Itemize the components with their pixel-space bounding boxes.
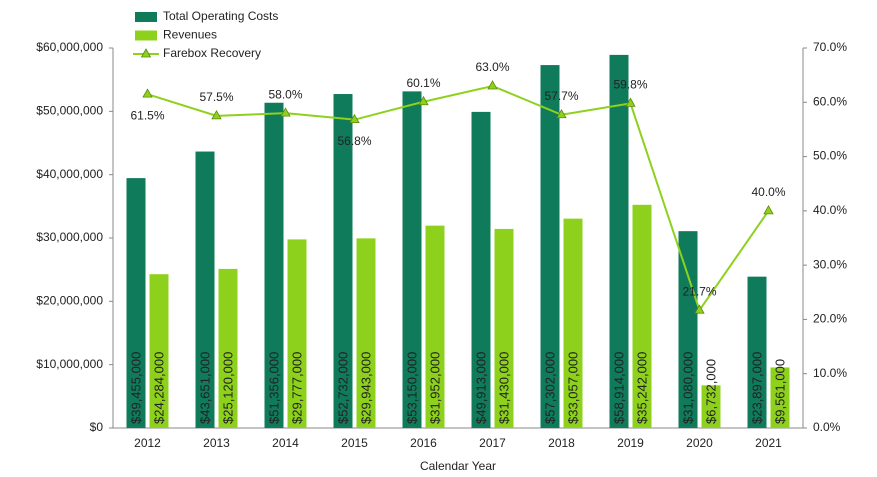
bar-value-label: $31,952,000 — [427, 352, 442, 424]
line-value-label: 60.1% — [406, 76, 440, 90]
line-value-label: 57.5% — [199, 90, 233, 104]
bar — [333, 94, 353, 428]
x-tick-label: 2016 — [410, 436, 437, 450]
bar — [264, 102, 284, 428]
bar — [149, 274, 169, 428]
bar — [471, 111, 491, 428]
line-value-label: 59.8% — [613, 78, 647, 92]
y-tick-label: $20,000,000 — [36, 294, 103, 308]
bar-value-label: $31,080,000 — [680, 352, 695, 424]
line-marker — [349, 113, 360, 124]
line-marker — [142, 88, 153, 98]
line — [147, 84, 770, 313]
x-axis-label: Calendar Year — [420, 459, 496, 473]
y-tick-label: $0 — [90, 420, 104, 434]
y2-tick-label: 20.0% — [813, 312, 847, 326]
bar — [425, 225, 445, 428]
line-value-label: 40.0% — [751, 185, 785, 199]
bar-value-label: $51,356,000 — [266, 352, 281, 424]
y-tick-label: $10,000,000 — [36, 357, 103, 371]
bar-value-label: $52,732,000 — [335, 352, 350, 424]
y-tick-label: $50,000,000 — [36, 104, 103, 118]
bar — [770, 367, 790, 428]
line-value-label: 63.0% — [475, 60, 509, 74]
bar — [563, 218, 583, 428]
bar-value-label: $49,913,000 — [473, 352, 488, 424]
y2-tick-label: 40.0% — [813, 203, 847, 217]
bar — [747, 276, 767, 428]
bar — [195, 151, 215, 428]
legend-marker — [140, 48, 152, 58]
line-value-label: 21.7% — [682, 284, 716, 298]
bar-value-label: $33,057,000 — [565, 352, 580, 424]
bar-value-label: $24,284,000 — [151, 352, 166, 424]
y2-tick-label: 60.0% — [813, 94, 847, 108]
line-value-label: 56.8% — [337, 134, 371, 148]
y2-tick-label: 70.0% — [813, 40, 847, 54]
bar — [356, 238, 376, 428]
bar — [540, 65, 560, 428]
x-tick-label: 2018 — [548, 436, 575, 450]
legend-label: Total Operating Costs — [163, 9, 278, 23]
bar-value-label: $29,943,000 — [358, 352, 373, 424]
y-tick-label: $40,000,000 — [36, 167, 103, 181]
bar-value-label: $35,242,000 — [634, 352, 649, 424]
legend-swatch — [135, 30, 157, 41]
line-marker — [418, 95, 429, 106]
bar-value-label: $58,914,000 — [611, 352, 626, 424]
legend-swatch — [135, 12, 157, 22]
y-tick-label: $30,000,000 — [36, 230, 103, 244]
bar — [287, 239, 307, 428]
x-tick-label: 2021 — [755, 436, 782, 450]
line-value-label: 58.0% — [268, 87, 302, 101]
bar-value-label: $53,150,000 — [404, 352, 419, 424]
x-tick-label: 2013 — [203, 436, 230, 450]
y2-tick-label: 50.0% — [813, 149, 847, 163]
bar-value-label: $6,732,000 — [703, 359, 718, 424]
x-tick-label: 2015 — [341, 436, 368, 450]
line-value-label: 61.5% — [130, 108, 164, 122]
y-tick-label: $60,000,000 — [36, 40, 103, 54]
x-tick-label: 2012 — [134, 436, 161, 450]
x-tick-label: 2017 — [479, 436, 506, 450]
bar-value-label: $25,120,000 — [220, 352, 235, 424]
y2-tick-label: 0.0% — [813, 420, 841, 434]
line-marker — [556, 108, 567, 119]
bar-value-label: $57,302,000 — [542, 352, 557, 424]
line-marker — [211, 110, 222, 120]
bar — [678, 231, 698, 428]
y2-tick-label: 10.0% — [813, 366, 847, 380]
line-value-label: 57.7% — [544, 89, 578, 103]
bar-value-label: $43,651,000 — [197, 352, 212, 424]
x-tick-label: 2020 — [686, 436, 713, 450]
bar — [632, 204, 652, 428]
line-marker — [625, 97, 636, 107]
x-tick-label: 2019 — [617, 436, 644, 450]
bar-value-label: $23,897,000 — [749, 352, 764, 424]
bar-value-label: $9,561,000 — [772, 359, 787, 424]
x-tick-label: 2014 — [272, 436, 299, 450]
bar-value-label: $29,777,000 — [289, 352, 304, 424]
bar — [402, 91, 422, 428]
line-marker — [763, 205, 774, 215]
line-marker — [280, 107, 291, 117]
legend-label: Farebox Recovery — [163, 46, 261, 60]
bar — [701, 385, 721, 428]
line-marker — [694, 304, 705, 314]
y2-tick-label: 30.0% — [813, 257, 847, 271]
legend-label: Revenues — [163, 28, 217, 42]
line-marker — [487, 80, 498, 90]
bar — [609, 54, 629, 429]
bar-value-label: $39,455,000 — [128, 352, 143, 424]
bar — [126, 178, 146, 428]
bar — [218, 268, 238, 428]
bar — [494, 228, 514, 428]
bar-value-label: $31,430,000 — [496, 352, 511, 424]
